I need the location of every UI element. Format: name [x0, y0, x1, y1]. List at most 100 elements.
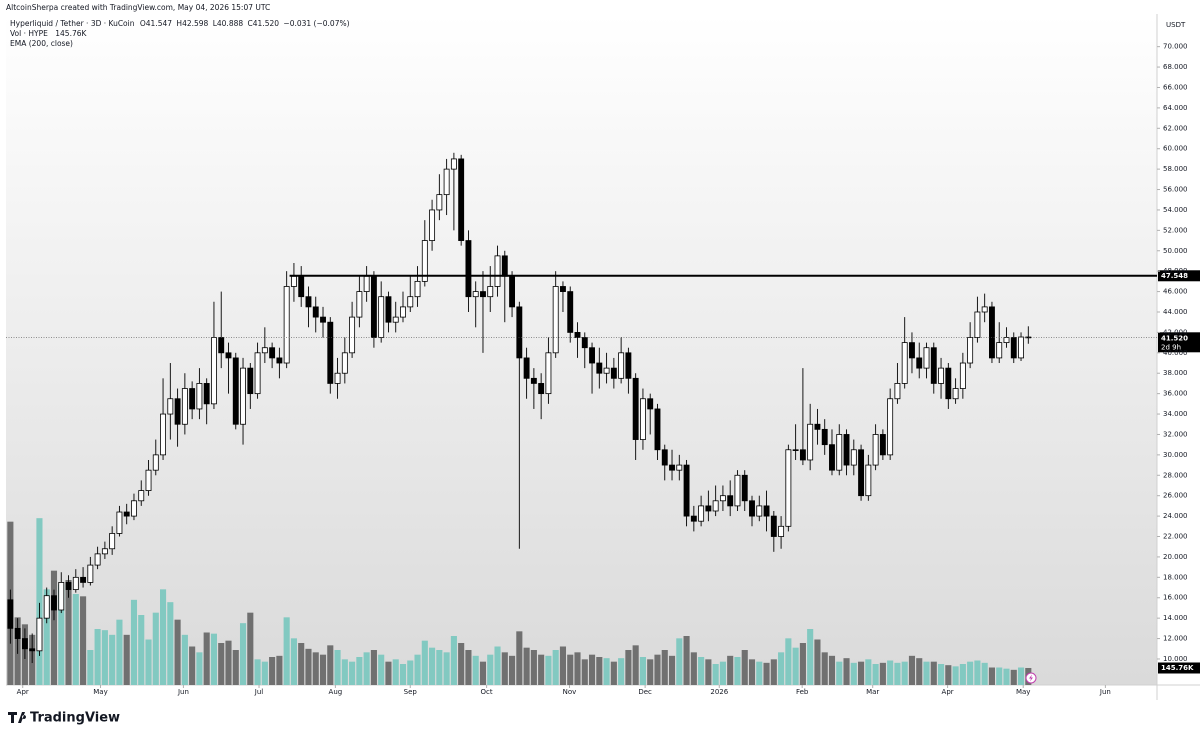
candle-body — [763, 505, 770, 517]
volume-bar — [843, 658, 850, 685]
x-tick-label: Jun — [177, 688, 189, 696]
candle-body — [458, 158, 465, 241]
x-tick-label: 2026 — [710, 688, 728, 696]
candle-body — [51, 595, 57, 611]
volume-bar — [858, 661, 865, 685]
candle-body — [392, 316, 399, 323]
volume-bar — [618, 658, 625, 685]
candle-body — [196, 383, 203, 410]
ohlc-key: L — [213, 19, 218, 28]
y-tick-label: 36.000 — [1163, 390, 1188, 398]
candle-body — [974, 311, 981, 338]
x-tick-label: Jul — [254, 688, 264, 696]
candle-body — [254, 352, 261, 395]
x-tick-label: Feb — [796, 688, 809, 696]
volume-bar — [407, 660, 414, 685]
volume-bar — [181, 634, 188, 685]
volume-bar — [901, 661, 908, 685]
candle-body — [778, 525, 785, 537]
volume-bar — [145, 639, 152, 685]
y-tick-label: 34.000 — [1163, 410, 1188, 418]
x-tick-label: Mar — [866, 688, 879, 696]
volume-scale-label: 145.76K — [1161, 664, 1194, 672]
volume-bar — [385, 661, 392, 685]
volume-bar — [559, 646, 567, 685]
y-tick-label: 22.000 — [1163, 533, 1188, 541]
candle-body — [320, 316, 326, 323]
volume-bar — [603, 658, 610, 685]
candle-body — [407, 296, 414, 308]
candle-body — [719, 495, 726, 502]
candle-body — [1010, 337, 1017, 359]
y-tick-label: 66.000 — [1163, 83, 1188, 91]
candle-body — [290, 275, 297, 287]
volume-bar — [712, 664, 719, 685]
volume-legend: Vol · HYPE 145.76K — [10, 29, 87, 38]
candle-body — [7, 599, 14, 629]
volume-bar — [327, 645, 334, 685]
volume-bar — [872, 664, 879, 685]
volume-bar — [828, 655, 836, 685]
volume-bar — [50, 570, 58, 685]
x-tick-label: Jun — [1099, 688, 1111, 696]
candle-body — [989, 306, 995, 359]
candle-body — [203, 383, 210, 405]
candle-body — [349, 316, 356, 354]
y-tick-label: 24.000 — [1163, 512, 1188, 520]
candle-body — [647, 398, 654, 410]
y-tick-label: 18.000 — [1163, 573, 1188, 581]
candle-body — [36, 617, 43, 652]
volume-bar — [319, 654, 327, 685]
volume-bar — [196, 652, 203, 685]
volume-bar — [967, 661, 974, 685]
volume-bar — [778, 652, 785, 685]
volume-bar — [538, 654, 545, 685]
x-tick-label: Dec — [638, 688, 652, 696]
volume-bar — [959, 664, 966, 685]
candle-body — [865, 464, 872, 497]
candle-body — [487, 286, 494, 298]
volume-bar — [574, 652, 581, 685]
candle-body — [567, 291, 574, 333]
candle-body — [938, 367, 944, 384]
candle-body — [305, 296, 312, 308]
volume-bar — [792, 647, 799, 685]
volume-bar — [988, 667, 996, 685]
candle-body — [625, 352, 632, 379]
candle-body — [727, 495, 734, 507]
volume-bar — [581, 659, 588, 685]
volume-bar — [429, 647, 436, 685]
volume-bar — [916, 658, 923, 685]
candle-body — [211, 337, 217, 405]
candle-body — [109, 533, 116, 550]
ohlc-value: 41.547 — [146, 19, 172, 28]
x-tick-label: Nov — [563, 688, 577, 696]
volume-bar — [741, 650, 748, 685]
candle-body — [160, 413, 166, 456]
candle-body — [312, 306, 319, 318]
candle-body — [1025, 336, 1032, 339]
volume-bar — [109, 634, 116, 685]
volume-bar — [734, 657, 741, 685]
volume-bar — [399, 664, 407, 685]
volume-title: Vol · HYPE — [10, 29, 48, 38]
candle-body — [785, 449, 792, 527]
candle-body — [618, 352, 625, 379]
candle-body — [705, 505, 712, 512]
volume-bar — [770, 659, 777, 685]
y-tick-label: 26.000 — [1163, 492, 1188, 500]
candle-body — [632, 377, 639, 440]
candle-body — [443, 168, 450, 196]
volume-bar — [159, 589, 167, 685]
candle-body — [450, 158, 457, 170]
candle-body — [814, 423, 821, 430]
volume-bar — [930, 661, 937, 685]
volume-bar — [523, 647, 530, 685]
volume-bar — [661, 650, 668, 685]
y-tick-label: 38.000 — [1163, 369, 1188, 377]
volume-bar — [719, 661, 726, 685]
volume-bar — [821, 652, 828, 685]
volume-bar — [923, 661, 930, 685]
